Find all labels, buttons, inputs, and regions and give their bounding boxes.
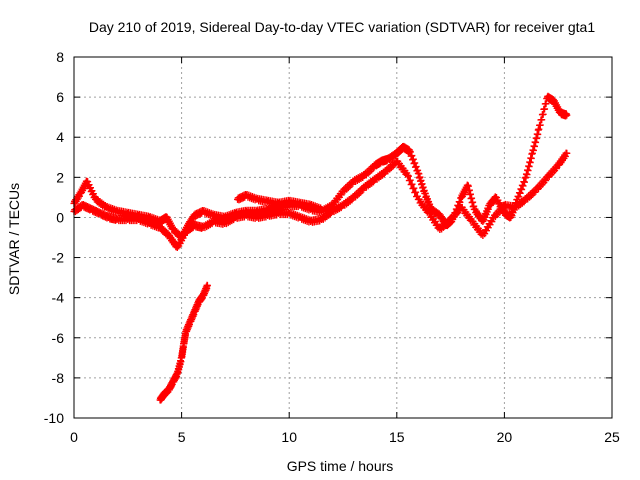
y-tick-label: 2: [56, 169, 64, 185]
tick-labels: 0 5 10 15 20 25 -10 -8 -6 -4 -2 0 2 4 6 8: [44, 49, 620, 445]
data-point-interp: [538, 116, 546, 124]
data-point: [535, 125, 543, 133]
y-tick-label: -8: [52, 370, 65, 386]
data-point-interp: [536, 121, 544, 129]
data-point-interp: [539, 110, 547, 118]
y-tick-label: 8: [56, 49, 64, 65]
y-tick-label: -4: [52, 290, 65, 306]
data-point-interp: [411, 159, 419, 167]
x-tick-label: 15: [389, 429, 405, 445]
data-point-interp: [180, 231, 188, 239]
x-tick-label: 0: [70, 429, 78, 445]
x-tick-label: 10: [281, 429, 297, 445]
data-point-interp: [406, 176, 414, 184]
y-tick-label: 0: [56, 209, 64, 225]
data-point: [404, 171, 412, 179]
axis-ticks: [73, 56, 613, 419]
plot-frame: [73, 56, 613, 419]
data-point: [563, 149, 571, 157]
data-point-interp: [409, 155, 417, 163]
y-tick-label: -6: [52, 330, 65, 346]
y-tick-label: -10: [44, 410, 64, 426]
y-tick-label: 6: [56, 89, 64, 105]
data-point-interp: [317, 204, 325, 212]
x-tick-label: 25: [604, 429, 620, 445]
data-point-interp: [542, 100, 550, 108]
chart-title: Day 210 of 2019, Sidereal Day-to-day VTE…: [89, 19, 596, 35]
data-point-interp: [404, 172, 412, 180]
y-tick-label: 4: [56, 129, 64, 145]
data-point-interp: [515, 193, 523, 201]
data-point-interp: [412, 163, 420, 171]
data-point-interp: [408, 180, 416, 188]
x-tick-label: 5: [178, 429, 186, 445]
data-point: [317, 205, 325, 213]
data-point-interp: [519, 182, 527, 190]
data-points: [70, 92, 571, 404]
x-axis-title: GPS time / hours: [287, 458, 394, 474]
data-point: [203, 282, 211, 290]
data-point: [563, 111, 571, 119]
data-point-interp: [408, 152, 416, 160]
series-upper-arc: [234, 191, 325, 214]
data-point-interp: [516, 189, 524, 197]
x-tick-label: 20: [497, 429, 513, 445]
data-point-interp: [518, 186, 526, 194]
data-point-interp: [488, 218, 496, 226]
data-point-interp: [410, 184, 418, 192]
y-axis-title: SDTVAR / TECUs: [6, 183, 22, 295]
data-point-interp: [337, 191, 345, 199]
data-point-interp: [414, 166, 422, 174]
data-point-interp: [541, 105, 549, 113]
data-point-interp: [561, 152, 569, 160]
series-lower-segment: [156, 281, 211, 404]
series-main-band-b: [70, 149, 571, 252]
data-point-interp: [412, 188, 420, 196]
y-tick-label: -2: [52, 250, 65, 266]
data-point-interp: [406, 148, 414, 156]
grid-lines: [74, 57, 612, 418]
data-point-interp: [520, 178, 528, 186]
